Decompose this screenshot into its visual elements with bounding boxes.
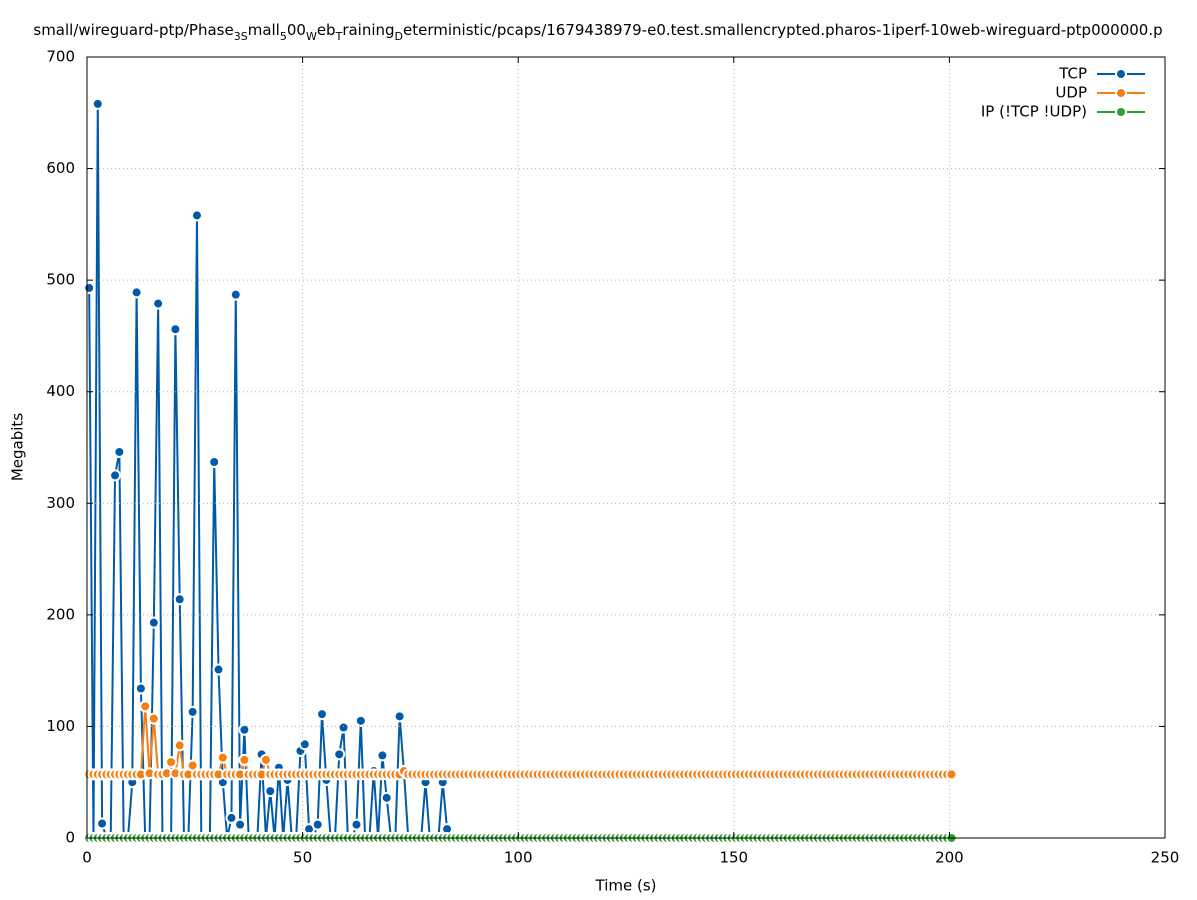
x-axis-label: Time (s) <box>595 877 657 895</box>
y-tick-label: 500 <box>46 271 75 289</box>
legend-label: TCP <box>1058 65 1087 83</box>
data-point <box>109 469 122 482</box>
data-point <box>91 97 104 110</box>
data-point <box>311 818 324 831</box>
title-part: W <box>306 30 317 43</box>
data-point <box>238 753 251 766</box>
title-part: T <box>335 30 343 43</box>
data-point <box>298 738 311 751</box>
data-point <box>945 768 958 781</box>
x-tick-label: 0 <box>82 849 92 867</box>
data-point <box>130 286 143 299</box>
title-part: small/wireguard-ptp/Phase <box>33 21 233 39</box>
title-part: 3S <box>234 30 248 43</box>
data-point <box>316 708 329 721</box>
data-point <box>376 749 389 762</box>
legend-swatch <box>1115 87 1127 99</box>
data-point <box>333 748 346 761</box>
title-part: eterministic/pcaps/1679438979-e0.test.sm… <box>403 21 1163 39</box>
legend-swatch <box>1115 106 1127 118</box>
x-tick-label: 250 <box>1151 849 1180 867</box>
y-axis-label: Megabits <box>9 413 27 481</box>
data-point <box>165 756 178 769</box>
data-point <box>147 712 160 725</box>
x-tick-label: 200 <box>935 849 964 867</box>
data-point <box>393 710 406 723</box>
y-tick-label: 100 <box>46 717 75 735</box>
data-point <box>152 297 165 310</box>
data-point <box>173 739 186 752</box>
legend-label: IP (!TCP !UDP) <box>981 103 1087 121</box>
data-point <box>113 445 126 458</box>
y-tick-label: 700 <box>46 48 75 66</box>
y-tick-label: 600 <box>46 159 75 177</box>
y-tick-label: 300 <box>46 494 75 512</box>
data-point <box>186 705 199 718</box>
data-point <box>264 785 277 798</box>
data-point <box>139 700 152 713</box>
title-part: eb <box>317 21 336 39</box>
data-point <box>190 209 203 222</box>
data-point <box>380 791 393 804</box>
title-part: mall <box>248 21 280 39</box>
title-part: raining <box>342 21 394 39</box>
data-point <box>169 323 182 336</box>
title-part: 00 <box>287 21 306 39</box>
data-point <box>350 818 363 831</box>
data-point <box>238 723 251 736</box>
data-point <box>225 811 238 824</box>
x-tick-label: 150 <box>719 849 748 867</box>
data-point <box>259 753 272 766</box>
chart-title: small/wireguard-ptp/Phase3Small500WebTra… <box>33 21 1162 43</box>
data-point <box>96 817 109 830</box>
data-point <box>208 456 221 469</box>
data-point <box>234 818 247 831</box>
data-point <box>212 663 225 676</box>
data-point <box>147 616 160 629</box>
legend-label: UDP <box>1055 84 1087 102</box>
title-part: D <box>395 30 403 43</box>
y-tick-label: 400 <box>46 382 75 400</box>
plot-border <box>86 56 1166 839</box>
data-point <box>229 288 242 301</box>
data-point <box>83 281 96 294</box>
x-tick-label: 100 <box>504 849 533 867</box>
y-tick-label: 200 <box>46 605 75 623</box>
legend-swatch <box>1115 68 1127 80</box>
y-tick-label: 0 <box>65 829 75 847</box>
data-point <box>173 593 186 606</box>
title-part: 5 <box>280 30 287 43</box>
data-point <box>216 751 229 764</box>
data-point <box>337 721 350 734</box>
data-point <box>354 714 367 727</box>
x-tick-label: 50 <box>293 849 312 867</box>
data-point <box>134 682 147 695</box>
